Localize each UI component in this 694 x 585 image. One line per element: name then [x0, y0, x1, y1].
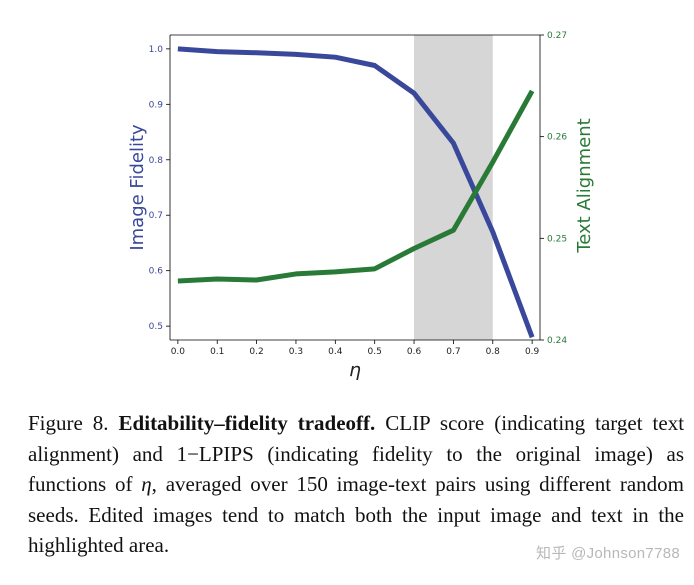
- x-tick-label: 0.9: [525, 347, 540, 357]
- caption-title: Editability–fidelity tradeoff.: [118, 411, 376, 435]
- y-tick-label: 0.5: [149, 322, 163, 332]
- x-tick-label: 0.2: [249, 347, 263, 357]
- y-tick-label: 1.0: [149, 45, 164, 55]
- y2-tick-label: 0.24: [547, 336, 567, 346]
- caption-lead: Figure 8.: [28, 411, 109, 435]
- x-tick-label: 0.0: [171, 347, 186, 357]
- figure-caption: Figure 8. Editability–fidelity tradeoff.…: [28, 408, 684, 561]
- watermark: 知乎 @Johnson7788: [536, 545, 680, 562]
- x-tick-label: 0.6: [407, 347, 422, 357]
- y2-axis-label: Text Alignment: [574, 118, 595, 253]
- chart: 0.0 0.1 0.2 0.3 0.4 0.5 0.6 0.7 0.8 0.9 0.5 0.6 0.7 0…: [127, 31, 595, 381]
- series-line-image-fidelity: [177, 46, 535, 339]
- y-tick-label: 0.6: [149, 267, 164, 277]
- y-tick-label: 0.8: [149, 156, 164, 166]
- y-tick-label: 0.9: [149, 100, 164, 110]
- x-tick-label: 0.5: [368, 347, 382, 357]
- y2-tick-label: 0.26: [547, 133, 567, 143]
- caption-text-1: CLIP score (indicating target text align…: [28, 411, 685, 496]
- y2-tick-label: 0.27: [547, 31, 567, 41]
- x-tick-label: 0.8: [486, 347, 501, 357]
- y-axis-label: Image Fidelity: [127, 124, 148, 251]
- x-tick-label: 0.1: [210, 347, 224, 357]
- x-axis-label: η: [349, 359, 361, 381]
- x-tick-label: 0.3: [289, 347, 303, 357]
- x-tick-label: 0.4: [328, 347, 343, 357]
- caption-text-2: , averaged over 150 image-text pairs usi…: [28, 472, 684, 557]
- caption-eta: η: [141, 472, 152, 496]
- series-line-text-alignment: [177, 89, 535, 284]
- x-tick-label: 0.7: [446, 347, 460, 357]
- y2-tick-label: 0.25: [547, 234, 567, 244]
- y-tick-label: 0.7: [149, 211, 163, 221]
